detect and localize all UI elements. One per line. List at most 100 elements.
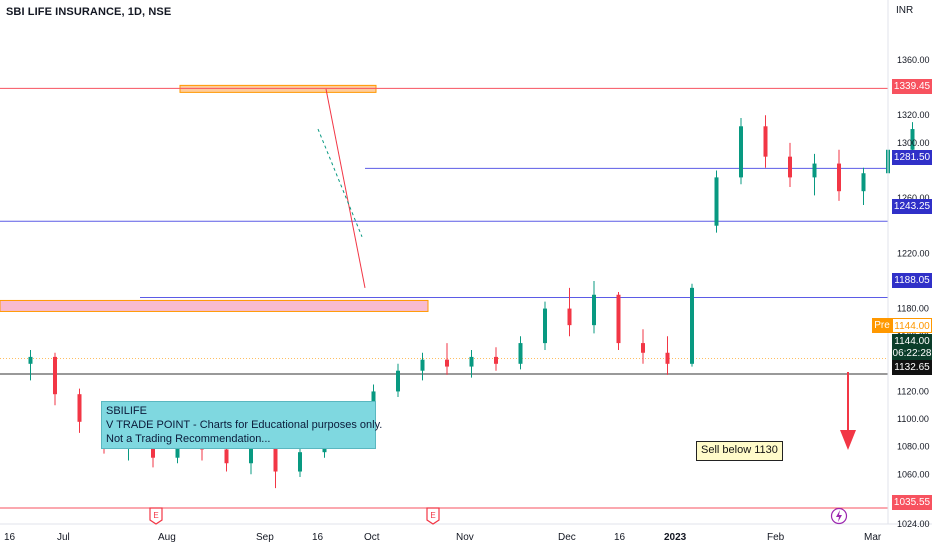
x-tick-11: Mar <box>864 532 882 543</box>
x-tick-6: Nov <box>456 532 474 543</box>
price-label-mid2: 1243.25 <box>892 199 932 214</box>
educational-note: SBILIFE V TRADE POINT - Charts for Educa… <box>101 401 383 449</box>
currency-label: INR <box>896 5 914 16</box>
candle-body <box>837 163 841 192</box>
current-price-label: 1144.00 <box>892 334 932 349</box>
candle-body <box>518 343 523 364</box>
candle-body <box>861 173 866 192</box>
candle <box>665 336 670 375</box>
candle <box>567 287 572 337</box>
levels-layer <box>0 87 888 509</box>
candle-body <box>249 439 253 464</box>
candle-body <box>714 177 719 226</box>
candle-body <box>77 394 82 422</box>
y-tick-4: 1220.00 <box>897 248 930 258</box>
countdown-label: 06:22:28 <box>892 346 932 361</box>
candle <box>77 388 82 433</box>
candle-body <box>763 126 768 157</box>
candle-body <box>739 126 743 178</box>
candle <box>690 283 694 367</box>
x-tick-9: 2023 <box>664 532 687 543</box>
candle-body <box>812 163 817 178</box>
lightning-icon[interactable] <box>830 507 848 525</box>
candle <box>494 347 498 371</box>
trend-line-upper <box>325 88 366 288</box>
candle-body <box>690 287 694 364</box>
y-tick-2: 1300.00 <box>897 138 930 148</box>
candle <box>763 115 768 168</box>
note-line-3: Not a Trading Recommendation... <box>106 433 271 445</box>
pre-market-value: 1144.00 <box>892 318 932 333</box>
candle <box>53 352 57 406</box>
earnings-event-letter: E <box>153 511 158 520</box>
trend-layer <box>317 88 366 288</box>
candle <box>28 350 33 381</box>
y-tick-8: 1120.00 <box>897 386 929 396</box>
y-tick-3: 1260.00 <box>897 193 930 203</box>
y-tick-0: 1360.00 <box>897 55 930 65</box>
y-tick-11: 1060.00 <box>897 469 930 479</box>
candle <box>837 149 841 201</box>
x-tick-8: 16 <box>614 532 626 543</box>
candle <box>616 292 621 350</box>
x-tick-10: Feb <box>767 532 785 543</box>
candle-body <box>665 352 670 364</box>
candle-body <box>910 129 915 150</box>
candle <box>469 350 474 378</box>
y-axis[interactable]: 1360.001320.001300.001260.001220.001200.… <box>0 0 932 529</box>
candle <box>592 280 596 334</box>
candle <box>518 336 523 370</box>
note-line-1: SBILIFE <box>106 405 147 417</box>
x-tick-2: Aug <box>158 532 176 543</box>
candle-body <box>445 359 449 367</box>
candle-body <box>53 356 57 395</box>
candle-body <box>224 449 229 464</box>
candle-body <box>494 356 498 364</box>
candle-body <box>28 356 33 364</box>
y-tick-6: 1180.00 <box>897 304 929 314</box>
candle <box>543 301 547 350</box>
x-tick-1: Jul <box>57 532 70 543</box>
price-label-bottom: 1035.55 <box>892 495 932 510</box>
sell-below-label: Sell below 1130 <box>696 441 783 461</box>
candle <box>298 446 302 478</box>
candle-body <box>788 156 792 178</box>
y-tick-10: 1080.00 <box>897 442 930 452</box>
arrow-head <box>840 430 856 450</box>
y-tick-9: 1100.00 <box>897 414 929 424</box>
x-tick-4: 16 <box>312 532 324 543</box>
candle-body <box>567 308 572 326</box>
price-label-mid1: 1281.50 <box>892 150 932 165</box>
candle <box>788 142 792 188</box>
x-tick-5: Oct <box>364 532 380 543</box>
down-arrow <box>840 372 856 450</box>
chart-title: SBI LIFE INSURANCE, 1D, NSE <box>6 6 172 18</box>
note-line-2: V TRADE POINT - Charts for Educational p… <box>106 419 383 431</box>
y-tick-13: 1024.00 <box>897 519 930 529</box>
x-tick-3: Sep <box>256 532 274 543</box>
price-label-top: 1339.45 <box>892 79 932 94</box>
pre-market-tag: Pre <box>872 318 892 333</box>
earnings-event-letter-2: E <box>430 511 435 520</box>
support-zone <box>0 299 429 312</box>
candle <box>739 118 743 185</box>
candle <box>812 153 817 196</box>
trend-line-lower <box>317 128 363 237</box>
candle-body <box>420 359 425 371</box>
earnings-event-icon-2[interactable]: E <box>426 507 440 525</box>
candle-body <box>469 356 474 367</box>
candle-body <box>273 439 278 472</box>
candle-body <box>298 452 302 472</box>
price-label-mid3: 1188.05 <box>892 273 932 288</box>
candle-body <box>641 343 645 353</box>
x-tick-7: Dec <box>558 532 576 543</box>
y-tick-1: 1320.00 <box>897 110 930 120</box>
candle <box>641 329 645 364</box>
price-label-support: 1132.65 <box>892 360 932 375</box>
zones-layer <box>0 84 429 312</box>
candle <box>861 167 866 205</box>
candle <box>420 352 425 381</box>
candle-body <box>616 294 621 344</box>
earnings-event-icon[interactable]: E <box>149 507 163 525</box>
